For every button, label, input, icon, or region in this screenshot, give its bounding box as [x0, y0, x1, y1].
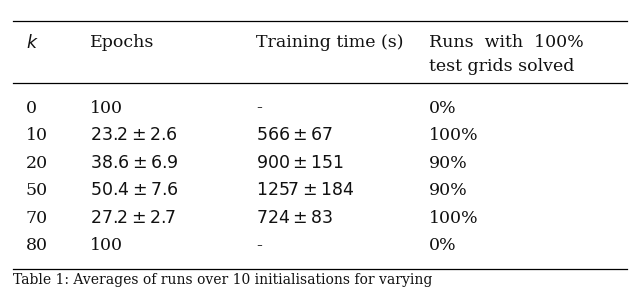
Text: -: - — [256, 99, 262, 117]
Text: $k$: $k$ — [26, 34, 38, 52]
Text: 0%: 0% — [429, 237, 456, 254]
Text: Epochs: Epochs — [90, 34, 154, 52]
Text: Training time (s): Training time (s) — [256, 34, 403, 52]
Text: 70: 70 — [26, 210, 48, 227]
Text: $38.6 \pm 6.9$: $38.6 \pm 6.9$ — [90, 155, 178, 172]
Text: 20: 20 — [26, 155, 48, 172]
Text: $23.2 \pm 2.6$: $23.2 \pm 2.6$ — [90, 127, 177, 144]
Text: 100%: 100% — [429, 210, 479, 227]
Text: $566 \pm 67$: $566 \pm 67$ — [256, 127, 333, 144]
Text: 0%: 0% — [429, 99, 456, 117]
Text: 100%: 100% — [429, 127, 479, 144]
Text: test grids solved: test grids solved — [429, 58, 574, 75]
Text: $724 \pm 83$: $724 \pm 83$ — [256, 210, 333, 227]
Text: $900 \pm 151$: $900 \pm 151$ — [256, 155, 344, 172]
Text: -: - — [256, 237, 262, 254]
Text: 100: 100 — [90, 99, 123, 117]
Text: 50: 50 — [26, 182, 48, 199]
Text: 90%: 90% — [429, 182, 468, 199]
Text: Runs  with  100%: Runs with 100% — [429, 34, 584, 52]
Text: 80: 80 — [26, 237, 47, 254]
Text: 100: 100 — [90, 237, 123, 254]
Text: 10: 10 — [26, 127, 47, 144]
Text: $1257 \pm 184$: $1257 \pm 184$ — [256, 182, 355, 199]
Text: 90%: 90% — [429, 155, 468, 172]
Text: 0: 0 — [26, 99, 36, 117]
Text: $27.2 \pm 2.7$: $27.2 \pm 2.7$ — [90, 210, 175, 227]
Text: $50.4 \pm 7.6$: $50.4 \pm 7.6$ — [90, 182, 178, 199]
Text: Table 1: Averages of runs over 10 initialisations for varying: Table 1: Averages of runs over 10 initia… — [13, 273, 432, 287]
